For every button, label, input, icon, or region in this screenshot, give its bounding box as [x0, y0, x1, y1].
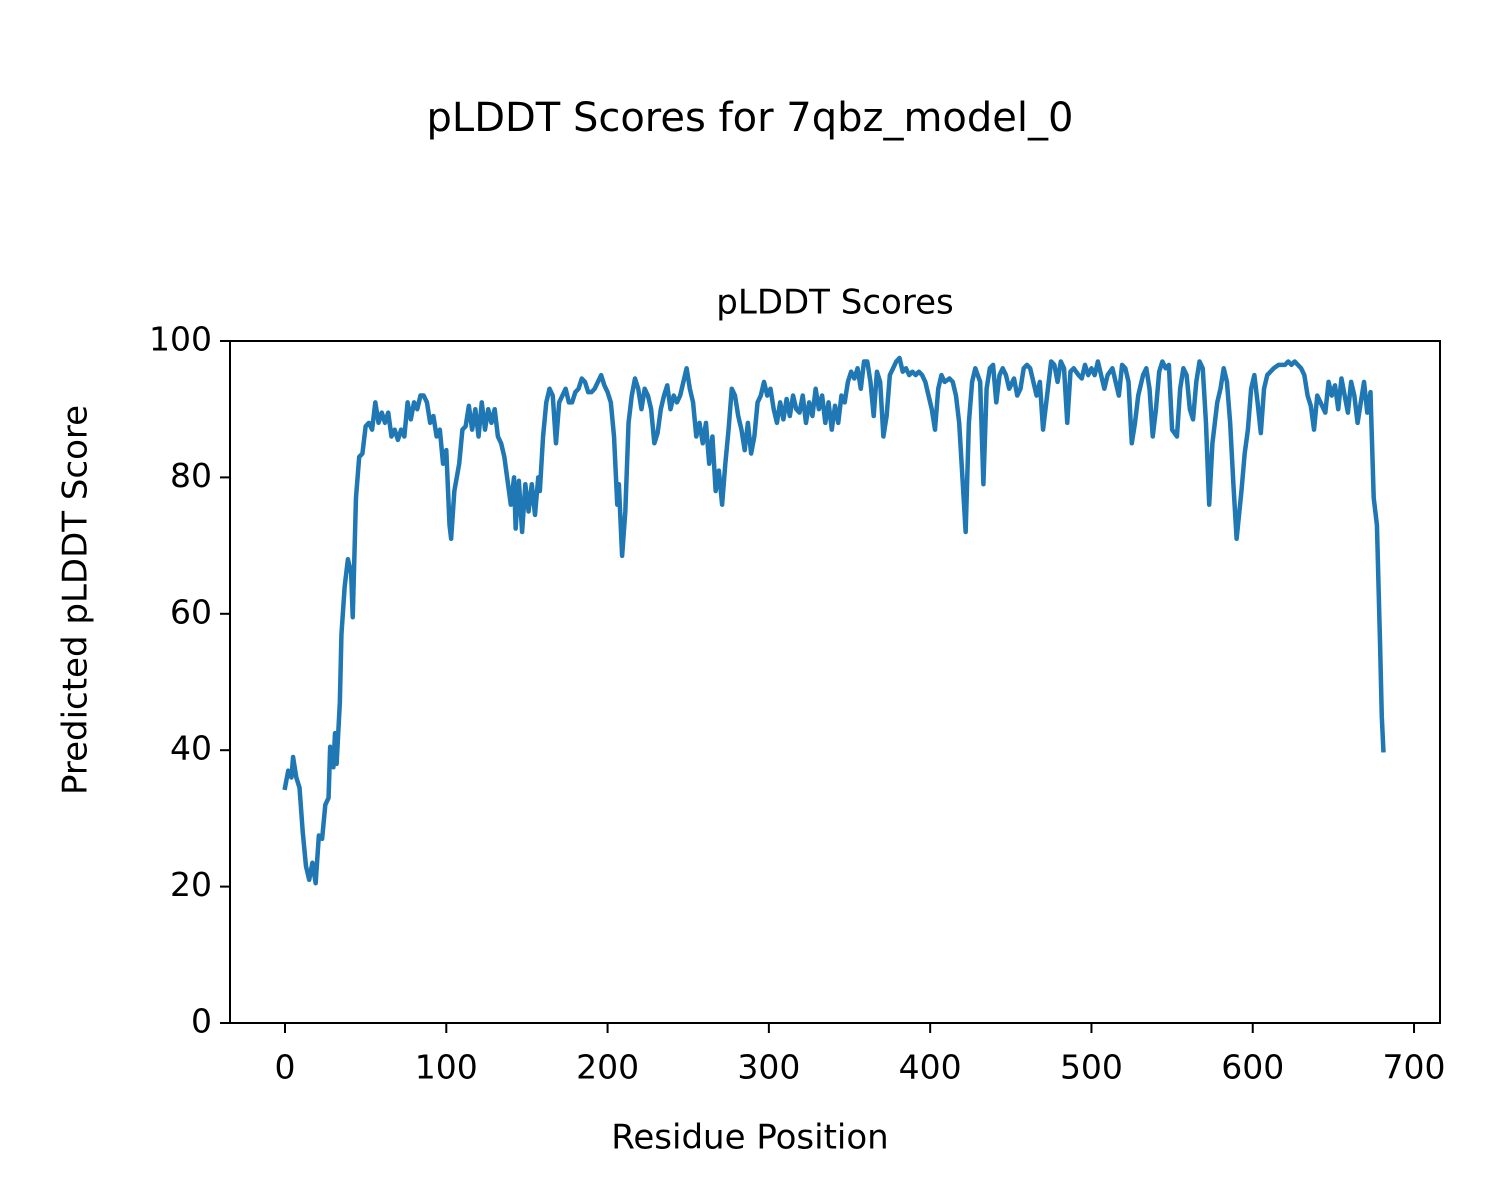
x-tick-label: 100 [415, 1048, 478, 1087]
x-tick-label: 400 [899, 1048, 962, 1087]
chart-title: pLDDT Scores for 7qbz_model_0 [427, 95, 1074, 141]
x-tick-label: 300 [737, 1048, 800, 1087]
y-tick-label: 20 [170, 865, 212, 904]
x-tick-label: 700 [1383, 1048, 1446, 1087]
y-tick-label: 0 [191, 1002, 212, 1041]
y-axis-label: Predicted pLDDT Score [56, 405, 96, 795]
y-tick-label: 80 [170, 456, 212, 495]
y-tick-label: 40 [170, 729, 212, 768]
x-tick-label: 200 [576, 1048, 639, 1087]
x-tick-label: 600 [1221, 1048, 1284, 1087]
x-axis-label: Residue Position [611, 1118, 888, 1158]
x-tick-label: 500 [1060, 1048, 1123, 1087]
x-tick-label: 0 [275, 1048, 296, 1087]
axes-frame [229, 340, 1441, 1024]
y-tick-label: 60 [170, 592, 212, 631]
axes-title: pLDDT Scores [716, 283, 953, 323]
y-tick-label: 100 [149, 320, 212, 359]
score-line [282, 355, 1386, 886]
